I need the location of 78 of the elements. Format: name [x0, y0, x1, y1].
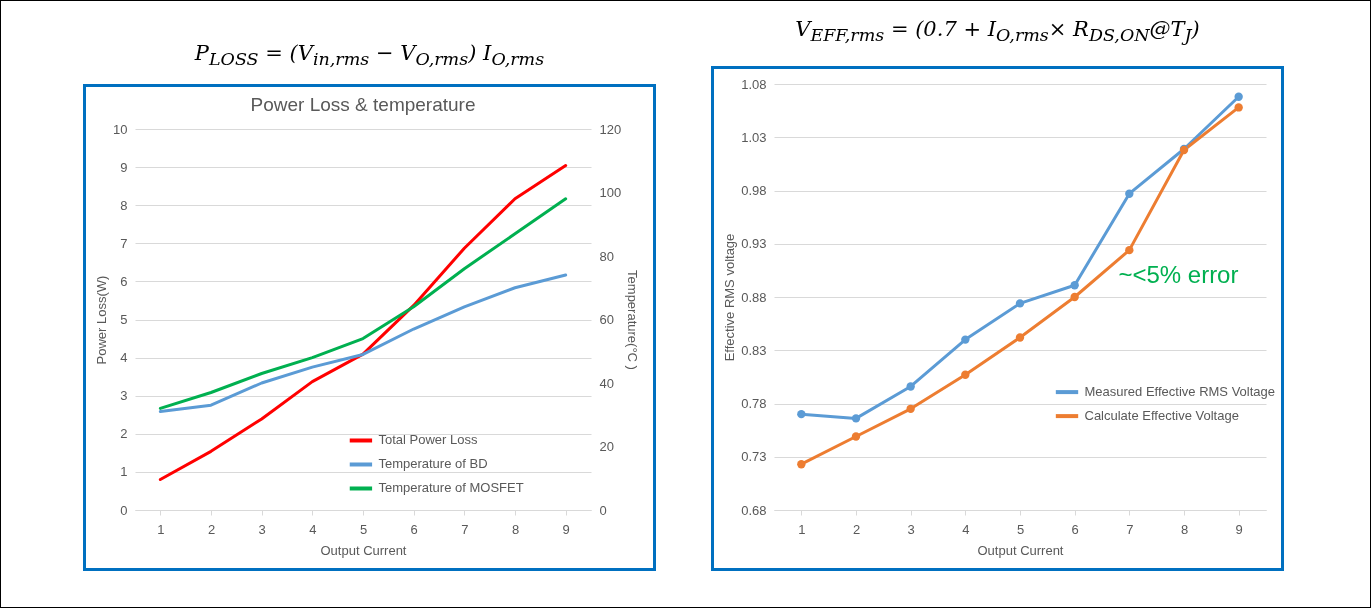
y-tick-label: 1.03: [741, 129, 767, 145]
x-axis-title: Output Current: [320, 542, 407, 558]
x-tick-label: 2: [207, 521, 216, 537]
x-tick-label: 4: [309, 521, 317, 537]
y-tick-label: 6: [120, 273, 128, 289]
point: [851, 414, 861, 423]
x-tick-label: 5: [359, 521, 368, 537]
x-tick-label: 3: [907, 521, 915, 537]
point: [1234, 103, 1243, 112]
point: [1070, 281, 1079, 290]
y-tick-label: 1: [120, 464, 128, 480]
y-tick-label: 0.68: [741, 502, 767, 518]
y-tick-label: 0.73: [741, 449, 767, 465]
point: [1070, 292, 1079, 302]
y2-tick-label: 80: [599, 248, 614, 264]
text: P$_{LOSS}$ = (V$_{in,rms}$ − V$_{O,rms}$) I$_{O,rms}$: [193, 41, 546, 70]
y-tick-label: 0.78: [741, 396, 767, 411]
x-tick-label: 9: [1235, 521, 1243, 537]
y-tick-label: 1.08: [741, 76, 767, 92]
y-tick-label: 9: [120, 159, 128, 175]
point: [1015, 333, 1025, 342]
y-tick-label: 0: [120, 502, 128, 518]
legend-label: Measured Effective RMS Voltage: [1084, 384, 1276, 400]
point: [906, 382, 915, 391]
y-tick-label: 8: [120, 197, 128, 213]
x-tick-label: 9: [562, 521, 570, 537]
point: [851, 432, 861, 441]
point: [1125, 245, 1134, 255]
point: [961, 370, 970, 379]
y2-tick-label: 60: [599, 312, 614, 327]
x-tick-label: 1: [798, 521, 806, 537]
point: [1015, 299, 1025, 308]
legend-label: Calculate Effective Voltage: [1084, 408, 1239, 424]
x-tick-label: 2: [852, 521, 861, 537]
y-tick-label: 0.88: [741, 289, 767, 305]
y-tick-label: 2: [120, 426, 128, 442]
x-tick-label: 6: [1071, 521, 1079, 537]
y2-axis-title: Temperature(°C ): [625, 270, 641, 370]
legend-label: Temperature of MOSFET: [378, 480, 524, 496]
y-tick-label: 0.83: [741, 342, 767, 358]
legend-label: Temperature of BD: [378, 456, 488, 472]
point: [961, 335, 970, 344]
line-series: [158, 197, 568, 410]
y-tick-label: 3: [120, 388, 128, 404]
text: V$_{EFF,rms}$ = (0.7 + I$_{O,rms}$× R$_{DS,ON}$@T$_{J}$): [795, 17, 1200, 46]
point: [1234, 92, 1243, 101]
point: [1125, 189, 1134, 198]
y-tick-label: 4: [120, 350, 128, 366]
y2-tick-label: 0: [599, 502, 607, 518]
x-tick-label: 4: [962, 521, 970, 537]
line-series: [158, 164, 568, 482]
x-tick-label: 8: [511, 521, 520, 537]
point: [797, 409, 806, 419]
x-tick-label: 3: [258, 521, 266, 537]
y-tick-label: 10: [113, 121, 128, 137]
y-tick-label: 0.93: [741, 236, 767, 252]
point: [906, 404, 915, 413]
x-tick-label: 8: [1180, 521, 1189, 537]
annotation: ~<5% error: [1118, 260, 1239, 288]
x-tick-label: 6: [410, 521, 418, 537]
x-tick-label: 1: [157, 521, 165, 537]
point: [797, 460, 806, 469]
y-tick-label: 0.98: [741, 183, 767, 198]
y2-tick-label: 100: [599, 185, 622, 200]
line-series: [158, 273, 568, 414]
y2-tick-label: 20: [599, 439, 614, 454]
y2-tick-label: 120: [599, 121, 622, 137]
y-axis-title: Effective RMS voltage: [722, 233, 738, 362]
x-tick-label: 7: [461, 521, 469, 537]
chart-title: Power Loss & temperature: [250, 94, 476, 115]
x-tick-label: 5: [1016, 521, 1025, 537]
y-tick-label: 5: [120, 312, 128, 327]
y2-tick-label: 40: [599, 375, 614, 391]
legend-label: Total Power Loss: [378, 432, 478, 448]
x-axis-title: Output Current: [977, 542, 1064, 558]
x-tick-label: 7: [1126, 521, 1134, 537]
y-axis-title: Power Loss(W): [94, 275, 110, 365]
y-tick-label: 7: [120, 235, 128, 251]
